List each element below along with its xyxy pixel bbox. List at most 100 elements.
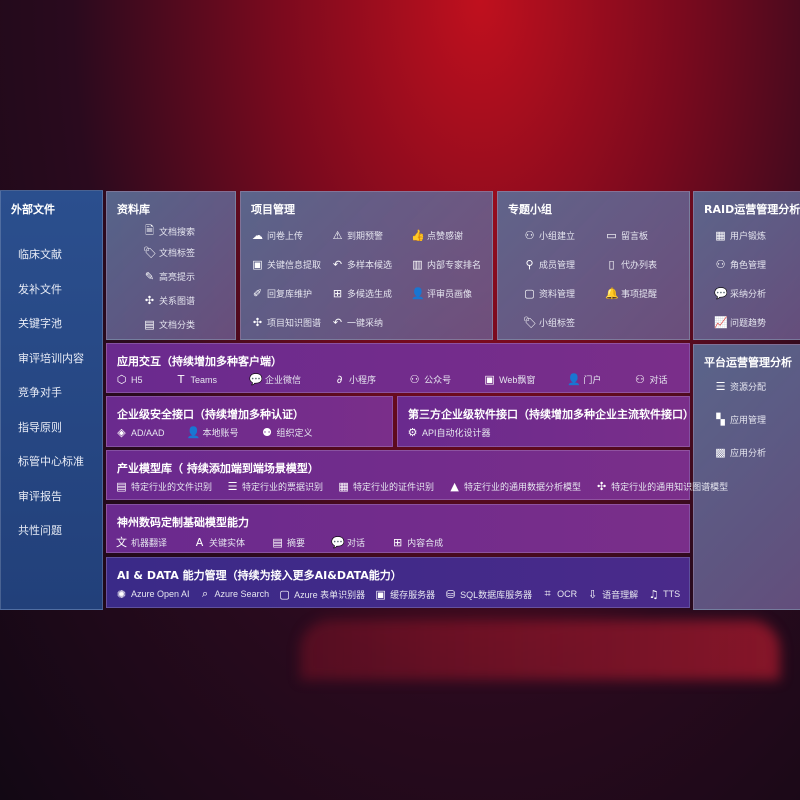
menu-item-ocr[interactable]: ⌗ OCR: [541, 587, 578, 601]
menu-item-file[interactable]: ▤ 特定行业的文件识别: [115, 480, 212, 493]
menu-item-account[interactable]: 👤 本地账号: [187, 426, 239, 439]
menu-item-label: 关系图谱: [159, 296, 196, 306]
menu-item-tts[interactable]: ♫ TTS: [647, 588, 680, 601]
menu-item-search[interactable]: ⌕ Azure Search: [199, 587, 269, 601]
panel-title: AI & DATA 能力管理（持续为接入更多AI&DATA能力）: [117, 569, 402, 582]
menu-item-translate[interactable]: 文机器翻译: [115, 534, 167, 550]
menu-item-ranking[interactable]: ▥ 内部专家排名: [411, 258, 481, 271]
menu-item-database[interactable]: ⛁ SQL数据库服务器: [444, 588, 532, 601]
menu-item-label: 机器翻译: [131, 537, 168, 548]
menu-item-cache[interactable]: ▣ 缓存服务器: [374, 588, 435, 601]
speech-icon: ⇩: [588, 587, 598, 601]
menu-item-puzzle[interactable]: ⊞ 内容合成: [391, 536, 443, 549]
menu-item-wechat-work[interactable]: 💬 企业微信: [249, 373, 301, 386]
panel-project-management: 项目管理 ☁ 问卷上传 ⚠ 到期预警 👍 点赞感谢 ▣ 关键信息提取 ↶ 多样本候选 ▥ 内部专家排名 ✐…: [240, 191, 493, 340]
graph-icon: ✣: [252, 316, 263, 329]
menu-item-tag[interactable]: 🏷 小组标签: [523, 316, 575, 329]
menu-item-window[interactable]: ▣ Web飘窗: [483, 373, 535, 386]
sidebar-item[interactable]: 竞争对手: [18, 386, 62, 399]
panel-platform-analysis: 平台运营管理分析 ☰ 资源分配 ▚ 应用管理 ▩ 应用分析: [693, 344, 800, 610]
menu-item-label: 问卷上传: [267, 231, 304, 241]
menu-item-label: 缓存服务器: [390, 589, 436, 600]
menu-item-document-stack[interactable]: ▤ 文档分类: [143, 318, 195, 331]
sidebar-item[interactable]: 发补文件: [18, 282, 62, 296]
panel-raid-analysis: RAID运营管理分析 ▦ 用户锻炼 ⚇ 角色管理 💬 采纳分析 📈 问题趋势: [693, 191, 800, 340]
menu-item-label: 多候选生成: [347, 289, 393, 299]
chat-icon: 💬: [331, 535, 345, 549]
menu-item-folder[interactable]: ▢ 资料管理: [523, 287, 575, 300]
sidebar-item[interactable]: 临床文献: [18, 248, 62, 261]
menu-item-bell[interactable]: 🔔 事项提醒: [605, 287, 657, 300]
menu-item-label: 摘要: [287, 537, 306, 548]
menu-item-label: OCR: [557, 589, 578, 599]
menu-item-openai[interactable]: ✺ Azure Open AI: [115, 588, 190, 601]
menu-item-document-search[interactable]: 🗎 文档搜索: [143, 222, 195, 241]
menu-item-id-card[interactable]: ▦ 用户锻炼: [714, 229, 766, 242]
menu-item-clipboard[interactable]: ▯ 代办列表: [605, 258, 657, 271]
menu-item-gear-api[interactable]: ⚙ API自动化设计器: [406, 426, 491, 439]
menu-item-label: 代办列表: [621, 260, 658, 270]
menu-item-alarm[interactable]: ⚠ 到期预警: [331, 229, 383, 242]
panel-base-models: 神州数码定制基础模型能力文机器翻译 A 关键实体 ▤ 摘要 💬 对话 ⊞ 内容合成: [106, 504, 690, 553]
menu-item-trend[interactable]: 📈 问题趋势: [714, 316, 766, 329]
menu-item-user[interactable]: 👤 评审员画像: [411, 287, 472, 300]
sidebar-item[interactable]: 审评报告: [18, 489, 62, 503]
ranking-icon: ▥: [412, 258, 423, 271]
menu-item-label: H5: [131, 374, 143, 385]
cache-icon: ▣: [375, 587, 386, 601]
menu-item-chat[interactable]: 💬 对话: [331, 536, 365, 549]
menu-item-user-add[interactable]: ⚲ 成员管理: [523, 258, 575, 271]
menu-item-label: 内容合成: [407, 537, 444, 548]
menu-item-group[interactable]: ⚇ 角色管理: [714, 258, 766, 271]
document-icon: ▤: [272, 535, 283, 549]
menu-item-portal[interactable]: 👤 门户: [567, 373, 601, 386]
menu-item-qa[interactable]: 💬 采纳分析: [714, 287, 766, 300]
menu-item-window[interactable]: ▣ 关键信息提取: [251, 258, 321, 271]
menu-item-tag[interactable]: 🏷 文档标签: [143, 246, 195, 259]
menu-item-official-account[interactable]: ⚇ 公众号: [408, 373, 451, 386]
sidebar-item[interactable]: 共性问题: [18, 524, 62, 537]
sidebar-title: 外部文件: [11, 203, 55, 216]
sidebar-item[interactable]: 标管中心标准: [18, 455, 84, 468]
menu-item-speech[interactable]: ⇩ 语音理解: [586, 588, 638, 601]
menu-item-receipt[interactable]: ☰ 特定行业的票据识别: [226, 480, 323, 493]
database-icon: ⛁: [446, 587, 456, 601]
org-icon: ⚉: [262, 426, 272, 439]
sidebar-item[interactable]: 指导原则: [18, 420, 62, 434]
menu-item-reply[interactable]: ↶ 一键采纳: [331, 316, 383, 329]
menu-item-group[interactable]: ⚇ 小组建立: [523, 229, 575, 242]
sidebar-item[interactable]: 关键字池: [18, 317, 62, 330]
menu-item-chart[interactable]: ▲ 特定行业的通用数据分析模型: [448, 480, 581, 493]
menu-item-puzzle[interactable]: ⊞ 多候选生成: [331, 287, 392, 300]
menu-item-apps[interactable]: ▚ 应用管理: [714, 413, 766, 426]
menu-item-thumbs-up[interactable]: 👍 点赞感谢: [411, 229, 463, 242]
menu-item-reply[interactable]: ↶ 多样本候选: [331, 258, 392, 271]
menu-item-html5[interactable]: ⬡ H5: [115, 373, 143, 386]
menu-item-entity[interactable]: A 关键实体: [193, 536, 245, 549]
sidebar-item[interactable]: 审评培训内容: [18, 351, 84, 365]
menu-item-org[interactable]: ⚉ 组织定义: [261, 426, 313, 439]
alarm-icon: ⚠: [332, 229, 343, 242]
menu-item-checklist[interactable]: ☰ 资源分配: [714, 380, 766, 393]
menu-item-graph[interactable]: ✣ 项目知识图谱: [251, 316, 321, 329]
menu-item-bbs[interactable]: ▭ 留言板: [605, 229, 648, 242]
menu-item-ad[interactable]: ◈ AD/AAD: [115, 426, 164, 439]
menu-item-graph[interactable]: ✣ 关系图谱: [143, 294, 195, 307]
menu-item-pen[interactable]: ✎ 高亮提示: [143, 270, 195, 283]
panel-item-row: ▤ 特定行业的文件识别 ☰ 特定行业的票据识别 ▦ 特定行业的证件识别 ▲ 特定行业的通用数据…: [115, 480, 728, 493]
panel-title: 专题小组: [508, 203, 552, 216]
window-icon: ▣: [252, 258, 263, 271]
menu-item-cloud-upload[interactable]: ☁ 问卷上传: [251, 229, 303, 242]
menu-item-mini-program[interactable]: ∂ 小程序: [333, 373, 376, 386]
menu-item-document[interactable]: ▤ 摘要: [271, 536, 305, 549]
menu-item-form[interactable]: ▢ Azure 表单识别器: [278, 588, 365, 601]
menu-item-id-card[interactable]: ▦ 特定行业的证件识别: [337, 480, 434, 493]
tts-icon: ♫: [648, 587, 659, 601]
menu-item-teams[interactable]: T Teams: [175, 373, 217, 386]
menu-item-edit[interactable]: ✐ 回复库维护: [251, 287, 312, 300]
menu-item-chat-users[interactable]: ⚇ 对话: [633, 373, 667, 386]
menu-item-label: 组织定义: [276, 428, 313, 438]
menu-item-graph[interactable]: ✣ 特定行业的通用知识图谱模型: [595, 480, 728, 493]
menu-item-label: 文档分类: [159, 320, 196, 330]
menu-item-analysis[interactable]: ▩ 应用分析: [714, 446, 766, 459]
